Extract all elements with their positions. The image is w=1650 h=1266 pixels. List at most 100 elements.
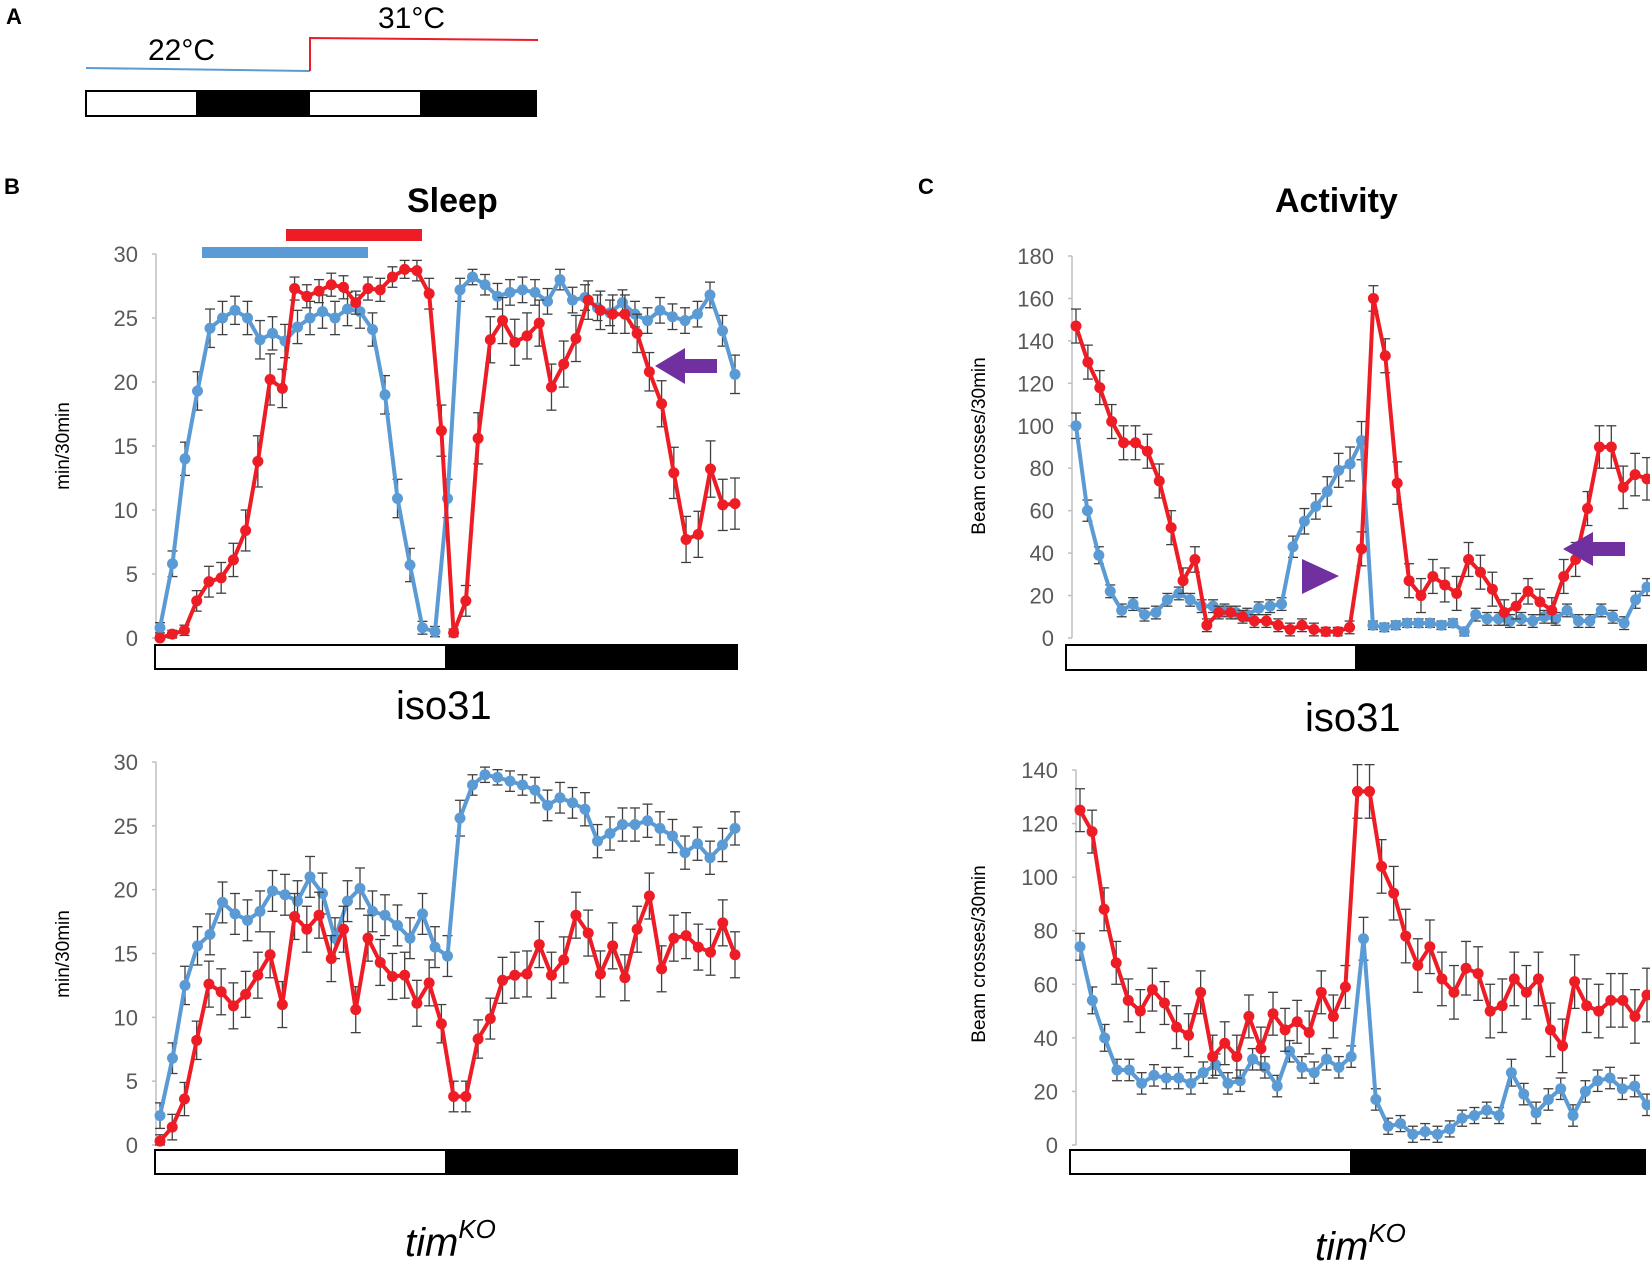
data-point-blue xyxy=(1344,458,1356,470)
data-point-red xyxy=(203,978,215,990)
data-point-blue xyxy=(417,908,428,920)
data-point-blue xyxy=(1081,505,1093,517)
data-point-blue xyxy=(1505,1067,1517,1079)
data-point-blue xyxy=(479,769,491,781)
data-point-red xyxy=(374,956,386,968)
y-tick-label: 25 xyxy=(114,306,138,331)
data-point-blue xyxy=(267,327,278,339)
data-point-red xyxy=(643,366,655,378)
data-point-red xyxy=(1158,997,1170,1009)
data-point-red xyxy=(1617,481,1629,493)
data-point-blue xyxy=(1592,1075,1604,1087)
data-point-blue xyxy=(1481,1104,1493,1116)
data-point-red xyxy=(411,997,423,1009)
data-point-red xyxy=(399,263,411,275)
data-point-blue xyxy=(717,325,728,337)
data-point-red xyxy=(264,373,276,385)
data-point-blue xyxy=(1358,933,1369,945)
panel-c-label: C xyxy=(918,174,934,199)
data-point-red xyxy=(1629,469,1641,481)
y-tick-label: 15 xyxy=(114,942,138,967)
data-point-blue xyxy=(1641,1099,1650,1111)
data-point-blue xyxy=(304,871,316,883)
data-point-red xyxy=(411,265,423,277)
data-point-blue xyxy=(1493,1110,1505,1122)
dark-period-bar xyxy=(445,1150,737,1174)
chart-sleep-timko: 0 5 10 15 20 25 30 min/30min xyxy=(53,750,741,1175)
y-tick-label: 0 xyxy=(126,626,138,651)
data-point-red xyxy=(423,288,435,300)
data-point-blue xyxy=(1367,619,1379,631)
data-point-red xyxy=(1141,445,1153,457)
data-point-blue xyxy=(1456,1112,1468,1124)
data-point-red xyxy=(729,949,741,961)
data-point-red xyxy=(1486,583,1498,595)
data-point-red xyxy=(1558,570,1570,582)
data-point-red xyxy=(631,923,643,935)
data-point-blue xyxy=(1641,581,1650,593)
data-point-red xyxy=(325,279,337,291)
data-point-blue xyxy=(317,887,328,899)
data-point-red xyxy=(558,954,570,966)
data-point-blue xyxy=(1247,1053,1259,1065)
data-point-blue xyxy=(192,940,203,952)
y-tick-label: 100 xyxy=(1017,414,1054,439)
y-axis-label: min/30min xyxy=(53,910,74,998)
data-point-red xyxy=(521,330,533,342)
data-point-red xyxy=(166,628,178,640)
data-point-red xyxy=(1195,986,1207,998)
chart-activity-iso31: 0 20 40 60 80 100 120 140 160 180 Beam crosses/30m… xyxy=(969,244,1650,671)
data-point-blue xyxy=(1127,598,1139,610)
data-point-blue xyxy=(1173,1072,1185,1084)
data-point-blue xyxy=(1308,1067,1320,1079)
data-point-red xyxy=(1201,619,1213,631)
data-point-red xyxy=(705,463,717,475)
data-point-blue xyxy=(1370,1093,1382,1105)
data-point-red xyxy=(1153,475,1165,487)
y-axis-label: min/30min xyxy=(53,402,74,490)
data-point-red xyxy=(1451,587,1463,599)
data-point-red xyxy=(545,969,557,981)
panel-c-title: Activity xyxy=(1275,182,1398,220)
temp-low-label: 22°C xyxy=(148,34,215,67)
data-point-red xyxy=(1118,437,1130,449)
arrow-left-icon xyxy=(1563,532,1625,566)
data-point-red xyxy=(1243,1010,1255,1022)
data-point-red xyxy=(313,909,325,921)
data-point-blue xyxy=(1333,464,1345,476)
data-point-red xyxy=(325,953,337,965)
data-point-blue xyxy=(704,852,716,864)
data-point-blue xyxy=(729,822,741,834)
data-point-red xyxy=(166,1121,178,1133)
data-point-red xyxy=(1086,826,1098,838)
data-point-blue xyxy=(517,284,528,296)
y-tick-label: 40 xyxy=(1030,541,1054,566)
data-point-red xyxy=(338,923,350,935)
data-point-red xyxy=(1134,1005,1146,1017)
data-point-blue xyxy=(667,830,678,842)
data-point-blue xyxy=(1630,594,1642,606)
data-point-red xyxy=(362,283,374,295)
data-point-blue xyxy=(1604,1072,1616,1084)
y-tick-label: 25 xyxy=(114,814,138,839)
y-tick-label: 20 xyxy=(114,370,138,395)
data-point-blue xyxy=(467,271,478,283)
data-point-blue xyxy=(1222,1077,1234,1089)
data-point-red xyxy=(680,533,692,545)
data-point-blue xyxy=(1555,1083,1567,1095)
temp-high-line xyxy=(309,36,539,71)
data-point-blue xyxy=(1584,615,1596,627)
data-point-red xyxy=(607,308,619,320)
data-point-red xyxy=(1207,1051,1219,1063)
data-point-blue xyxy=(1470,609,1482,621)
data-point-red xyxy=(1122,994,1134,1006)
data-point-red xyxy=(1225,607,1237,619)
data-point-blue xyxy=(1197,1067,1209,1079)
data-point-red xyxy=(1581,1000,1593,1012)
data-point-blue xyxy=(1321,486,1333,498)
data-point-blue xyxy=(592,835,603,847)
data-point-blue xyxy=(367,905,378,917)
data-point-blue xyxy=(529,286,541,298)
data-point-red xyxy=(619,972,631,984)
data-point-red xyxy=(1267,1008,1279,1020)
